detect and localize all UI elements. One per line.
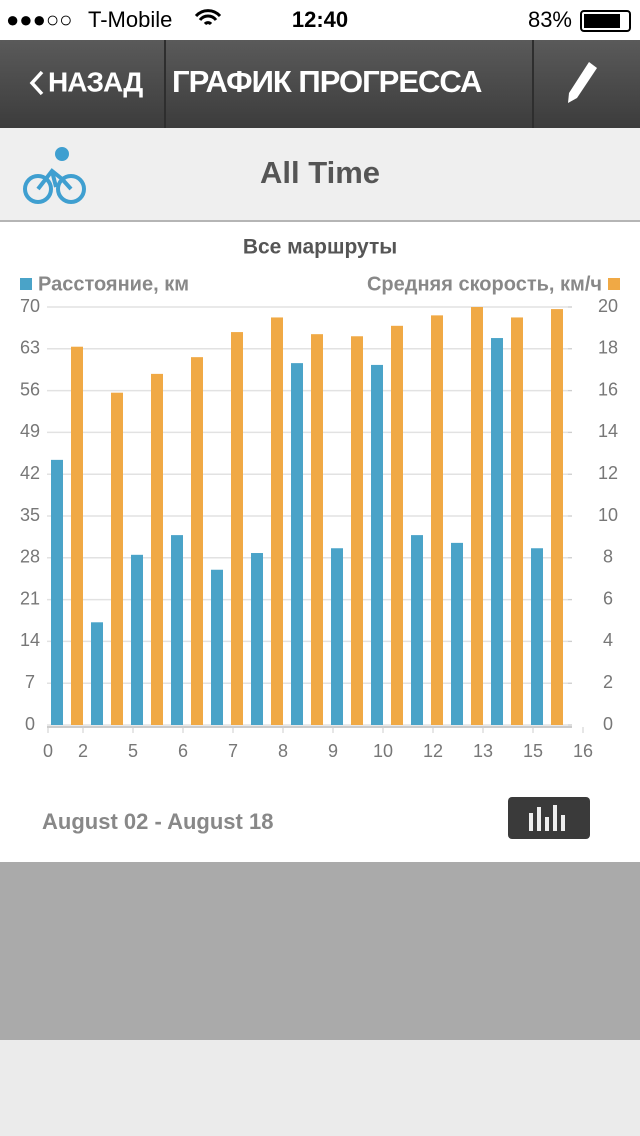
y-tick-label: 14 xyxy=(20,630,40,650)
bar xyxy=(171,535,183,725)
bar xyxy=(351,336,363,725)
bars-icon xyxy=(529,805,565,831)
y2-tick-label: 2 xyxy=(603,672,613,692)
bar xyxy=(151,373,163,725)
x-tick-label: 8 xyxy=(278,741,288,761)
y2-tick-label: 10 xyxy=(598,505,618,525)
x-tick-label: 9 xyxy=(328,741,338,761)
y2-tick-label: 4 xyxy=(603,630,613,650)
bar xyxy=(91,622,103,725)
bar xyxy=(411,535,423,725)
bar xyxy=(111,392,123,725)
y2-tick-label: 20 xyxy=(598,296,618,316)
pencil-icon[interactable] xyxy=(568,62,597,103)
y2-tick-label: 18 xyxy=(598,338,618,358)
date-range: August 02 - August 18 xyxy=(42,809,273,834)
y-tick-label: 0 xyxy=(25,714,35,734)
signal: ●●●○○ xyxy=(6,7,72,32)
x-tick-label: 7 xyxy=(228,741,238,761)
y2-tick-label: 16 xyxy=(598,379,618,399)
y-tick-label: 56 xyxy=(20,379,40,399)
battery-icon xyxy=(580,10,631,32)
bar xyxy=(211,569,223,725)
y2-tick-label: 12 xyxy=(598,463,618,483)
bar xyxy=(251,553,263,725)
battery-fill xyxy=(584,14,620,28)
bar xyxy=(291,363,303,725)
x-tick-label: 13 xyxy=(473,741,493,761)
nav-title: ГРАФИК ПРОГРЕССА xyxy=(172,64,482,99)
bar xyxy=(551,309,563,725)
y-tick-label: 21 xyxy=(20,588,40,608)
bar xyxy=(531,548,543,725)
y2-tick-label: 6 xyxy=(603,588,613,608)
empty-panel xyxy=(0,862,640,1040)
bar xyxy=(231,332,243,725)
wifi-icon xyxy=(194,9,222,26)
bar xyxy=(191,357,203,725)
carrier: T-Mobile xyxy=(88,7,172,32)
status-bar xyxy=(0,0,640,40)
bar xyxy=(371,364,383,725)
y-tick-label: 35 xyxy=(20,505,40,525)
y-tick-label: 7 xyxy=(25,672,35,692)
legend-swatch xyxy=(20,278,32,290)
back-chevron xyxy=(29,70,44,96)
y2-tick-label: 8 xyxy=(603,547,613,567)
x-tick-label: 6 xyxy=(178,741,188,761)
bar xyxy=(431,315,443,725)
back-label[interactable]: НАЗАД xyxy=(48,66,144,97)
time: 12:40 xyxy=(292,7,348,32)
y2-tick-label: 14 xyxy=(598,421,618,441)
edit-button[interactable] xyxy=(568,62,597,103)
bar xyxy=(451,542,463,725)
bar xyxy=(131,554,143,725)
legend-label: Расстояние, км xyxy=(38,273,189,295)
period-label: All Time xyxy=(260,155,380,190)
y-tick-label: 49 xyxy=(20,421,40,441)
back-button[interactable]: НАЗАД xyxy=(29,66,144,97)
legend-swatch xyxy=(608,278,620,290)
bar xyxy=(271,317,283,725)
bar xyxy=(51,459,63,725)
y-tick-label: 28 xyxy=(20,547,40,567)
chart-title: Все маршруты xyxy=(243,236,397,259)
bar xyxy=(331,548,343,725)
x-tick-label: 0 xyxy=(43,741,53,761)
bike-icon xyxy=(23,147,86,204)
bar xyxy=(491,338,503,725)
y-tick-label: 42 xyxy=(20,463,40,483)
bar xyxy=(511,317,523,725)
x-tick-label: 10 xyxy=(373,741,393,761)
bar xyxy=(71,346,83,725)
x-tick-label: 12 xyxy=(423,741,443,761)
x-tick-label: 15 xyxy=(523,741,543,761)
x-tick-label: 16 xyxy=(573,741,593,761)
bar xyxy=(471,307,483,725)
bar xyxy=(311,334,323,725)
battery-level: 83% xyxy=(528,7,572,32)
x-tick-label: 2 xyxy=(78,741,88,761)
x-tick-label: 5 xyxy=(128,741,138,761)
period-header xyxy=(0,128,640,220)
y-tick-label: 63 xyxy=(20,338,40,358)
y-tick-label: 70 xyxy=(20,296,40,316)
chart-type-button[interactable] xyxy=(508,797,590,839)
y2-tick-label: 0 xyxy=(603,714,613,734)
legend-label: Средняя скорость, км/ч xyxy=(367,273,602,295)
bar xyxy=(391,325,403,725)
